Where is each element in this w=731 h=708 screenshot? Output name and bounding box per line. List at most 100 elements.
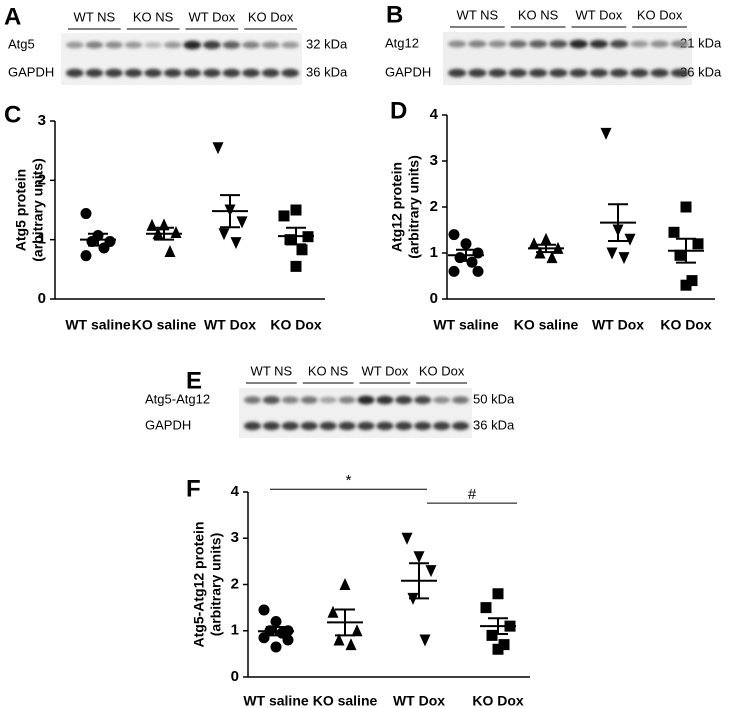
x-tick-label: WT saline: [65, 317, 131, 333]
data-point: [686, 275, 698, 287]
blot-band: [163, 68, 182, 78]
data-point: [98, 242, 110, 254]
blot-band: [281, 421, 299, 431]
data-point: [290, 260, 302, 272]
data-point: [270, 616, 282, 627]
data-point: [498, 639, 510, 651]
data-point: [327, 605, 339, 618]
blot-band: [203, 68, 221, 78]
y-tick-label: 1: [430, 244, 438, 261]
blot-band: [630, 40, 649, 48]
blot-band: [650, 68, 669, 78]
blot-band: [395, 395, 413, 405]
y-axis-label: (arbitrary units): [208, 533, 224, 636]
data-point: [345, 638, 357, 651]
blot-background: [61, 33, 302, 85]
y-tick-label: 1: [38, 231, 46, 248]
blot-band: [630, 68, 649, 78]
blot-band: [338, 421, 356, 431]
y-tick-label: 3: [38, 112, 46, 129]
data-point: [351, 624, 363, 637]
blot-band: [452, 421, 470, 431]
blot-band: [433, 421, 451, 431]
blot-band: [242, 41, 260, 49]
data-point: [212, 142, 224, 155]
blot-band: [85, 68, 104, 78]
y-tick-label: 4: [231, 483, 240, 500]
data-point: [674, 249, 686, 261]
data-point: [80, 208, 92, 220]
x-tick-label: WT Dox: [204, 317, 256, 333]
data-point: [278, 210, 290, 222]
panel-letter: A: [4, 3, 21, 30]
x-tick-label: WT Dox: [592, 317, 644, 333]
data-point: [413, 551, 425, 564]
data-point: [624, 233, 636, 246]
x-tick-label: WT saline: [433, 317, 499, 333]
data-point: [528, 237, 540, 250]
data-point: [546, 251, 558, 264]
y-axis-label: (arbitrary units): [406, 155, 422, 258]
data-point: [230, 237, 242, 250]
data-point: [164, 245, 176, 258]
blot-band: [433, 396, 451, 404]
data-point: [258, 604, 270, 616]
lane-group-label: KO NS: [133, 9, 174, 24]
x-tick-label: KO Dox: [270, 317, 322, 333]
blot-band: [357, 421, 375, 431]
data-point: [600, 127, 612, 140]
data-point: [680, 201, 692, 213]
blot-band: [144, 41, 162, 49]
blot-band: [105, 68, 123, 78]
blot-band: [670, 68, 689, 78]
size-label: 36 kDa: [473, 417, 515, 432]
blot-band: [261, 41, 280, 49]
blot-band: [488, 68, 507, 78]
data-point: [472, 265, 484, 277]
lane-group-label: WT NS: [457, 7, 499, 22]
blot-band: [65, 68, 84, 78]
blot-band: [508, 68, 527, 78]
x-tick-label: WT saline: [243, 693, 309, 708]
blot-band: [124, 41, 143, 49]
protein-label: Atg12: [385, 35, 419, 50]
x-tick-label: KO saline: [132, 317, 197, 333]
blot-band: [262, 421, 280, 431]
blot-band: [569, 68, 588, 78]
data-point: [540, 232, 552, 245]
protein-label: GAPDH: [145, 417, 191, 432]
protein-label: Atg5-Atg12: [145, 391, 210, 406]
panel-letter: F: [186, 475, 201, 502]
significance-label: *: [346, 472, 352, 489]
panel-letter: D: [390, 97, 407, 124]
lane-group-label: WT Dox: [362, 363, 409, 378]
blot-band: [549, 68, 568, 78]
x-tick-label: WT Dox: [393, 693, 445, 708]
blot-band: [124, 68, 143, 78]
y-tick-label: 0: [38, 290, 46, 307]
data-point: [606, 247, 618, 260]
blot-band: [452, 396, 470, 404]
data-point: [146, 218, 158, 231]
lane-group-label: WT NS: [74, 9, 116, 24]
data-point: [80, 250, 92, 262]
blot-band: [243, 396, 261, 404]
blot-band: [183, 68, 202, 78]
data-point: [270, 641, 282, 653]
data-point: [282, 634, 294, 646]
blot-band: [589, 39, 608, 49]
blot-band: [414, 421, 432, 431]
data-point: [448, 229, 460, 241]
blot-band: [650, 40, 669, 48]
y-tick-label: 2: [231, 575, 239, 592]
blot-band: [357, 395, 375, 405]
size-label: 32 kDa: [306, 36, 348, 51]
data-point: [170, 226, 182, 239]
y-axis-label: Atg12 protein: [389, 162, 405, 252]
blot-band: [261, 68, 280, 78]
blot-band: [338, 396, 356, 404]
protein-label: GAPDH: [385, 64, 431, 79]
blot-background: [443, 32, 692, 85]
blot-band: [529, 40, 548, 48]
blot-band: [65, 41, 84, 49]
